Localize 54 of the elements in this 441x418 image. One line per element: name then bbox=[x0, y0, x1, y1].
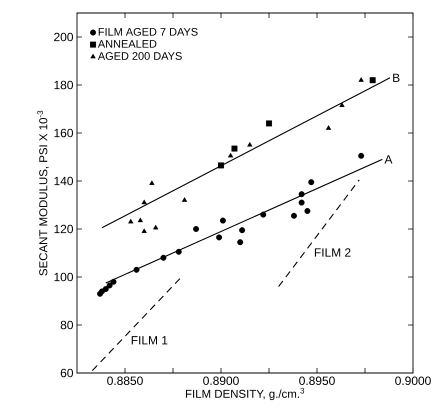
point bbox=[290, 212, 297, 219]
point bbox=[102, 286, 109, 292]
point bbox=[370, 77, 376, 84]
point bbox=[260, 212, 266, 218]
y-tick-label: 180 bbox=[54, 80, 74, 90]
y-axis-title: SECANT MODULUS, PSI X 10$^{-3}$ bbox=[37, 110, 49, 276]
point bbox=[220, 218, 226, 224]
point bbox=[153, 224, 158, 230]
point bbox=[231, 146, 238, 152]
series-label: FILM 2 bbox=[314, 248, 351, 257]
point bbox=[308, 179, 314, 186]
point bbox=[298, 191, 305, 198]
x-tick-label: 0.8850 bbox=[107, 376, 143, 385]
point bbox=[138, 218, 143, 222]
series-label: A bbox=[384, 155, 392, 164]
point bbox=[182, 197, 188, 202]
y-tick-label: 160 bbox=[54, 128, 74, 138]
point bbox=[110, 278, 116, 285]
point bbox=[298, 200, 305, 206]
point bbox=[134, 266, 140, 273]
point bbox=[237, 239, 244, 246]
point bbox=[216, 234, 222, 240]
point bbox=[326, 125, 332, 130]
point bbox=[193, 226, 200, 232]
point bbox=[128, 218, 134, 224]
x-tick-label: 0.9000 bbox=[395, 376, 431, 385]
x-axis-title: FILM DENSITY, g./cm.$^{3}$ bbox=[186, 388, 304, 400]
point bbox=[358, 77, 364, 82]
point bbox=[218, 162, 224, 168]
y-tick-label: 140 bbox=[54, 176, 74, 186]
point bbox=[239, 227, 246, 234]
legend-label: ANNEALED bbox=[98, 40, 156, 48]
y-tick-label: 100 bbox=[54, 272, 74, 282]
point bbox=[266, 120, 272, 126]
x-tick-label: 0.8900 bbox=[203, 376, 239, 385]
y-tick-label: 60 bbox=[60, 368, 74, 378]
y-tick-label: 80 bbox=[60, 320, 74, 330]
point bbox=[106, 282, 113, 288]
legend-label: AGED 200 DAYS bbox=[98, 52, 182, 60]
point bbox=[176, 248, 182, 255]
x-tick-label: 0.8950 bbox=[299, 376, 335, 385]
point bbox=[149, 180, 154, 185]
point bbox=[160, 254, 166, 261]
point bbox=[304, 208, 310, 214]
series-label: B bbox=[393, 74, 400, 82]
point bbox=[358, 152, 364, 159]
y-tick-label: 120 bbox=[54, 224, 74, 234]
y-tick-label: 200 bbox=[54, 32, 74, 42]
point bbox=[142, 200, 147, 204]
point bbox=[247, 142, 252, 147]
point bbox=[228, 152, 234, 158]
series-label: FILM 1 bbox=[132, 336, 168, 344]
legend-label: FILM AGED 7 DAYS bbox=[98, 28, 198, 36]
point bbox=[142, 228, 147, 233]
